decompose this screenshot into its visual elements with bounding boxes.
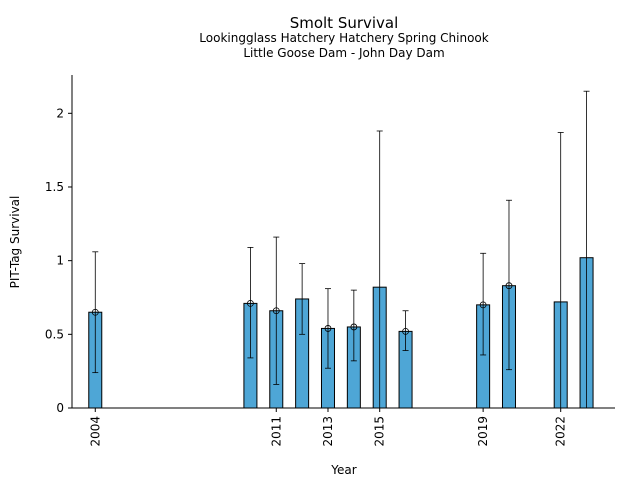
error-bar-2013 <box>324 288 331 369</box>
y-tick-label: 0 <box>56 401 64 415</box>
error-bar-2016 <box>402 310 409 351</box>
estimate-point-2004 <box>91 308 99 316</box>
error-bar-2010 <box>247 246 254 359</box>
estimate-point-2019 <box>479 301 487 309</box>
estimate-point-2010 <box>247 299 254 307</box>
estimate-point-2011 <box>272 307 280 315</box>
x-tick-label: 2015 <box>373 416 387 447</box>
y-tick-label: 0.5 <box>45 327 64 341</box>
x-tick-label: 2011 <box>269 416 283 447</box>
x-tick-label: 2013 <box>321 416 335 447</box>
plot-area <box>88 90 594 409</box>
chart-title: Smolt Survival <box>290 14 399 32</box>
y-tick-label: 1 <box>56 254 64 268</box>
chart-subtitle-2: Little Goose Dam - John Day Dam <box>243 46 444 60</box>
y-ticks: 0 0.5 1 1.5 2 <box>45 106 72 415</box>
estimate-point-2020 <box>505 282 513 290</box>
x-tick-label: 2022 <box>554 416 568 447</box>
x-ticks: 2004 2011 2013 2015 2019 2022 <box>88 408 568 447</box>
error-bar-2020 <box>505 199 512 371</box>
y-axis-label: PIT-Tag Survival <box>8 196 22 289</box>
error-bar-2011 <box>273 236 280 385</box>
estimate-point-2016 <box>402 327 409 335</box>
estimate-point-2013 <box>324 325 332 332</box>
estimate-point-2014 <box>350 323 358 331</box>
error-bar-2004 <box>92 251 99 374</box>
error-bar-2019 <box>480 252 487 356</box>
y-tick-label: 2 <box>56 106 64 120</box>
y-tick-label: 1.5 <box>45 180 64 194</box>
chart-subtitle-1: Lookingglass Hatchery Hatchery Spring Ch… <box>199 31 488 45</box>
error-bar-2014 <box>350 289 357 362</box>
x-tick-label: 2019 <box>476 416 490 447</box>
error-bar-2012 <box>299 263 306 335</box>
x-tick-label: 2004 <box>88 416 102 447</box>
x-axis-label: Year <box>330 463 356 477</box>
